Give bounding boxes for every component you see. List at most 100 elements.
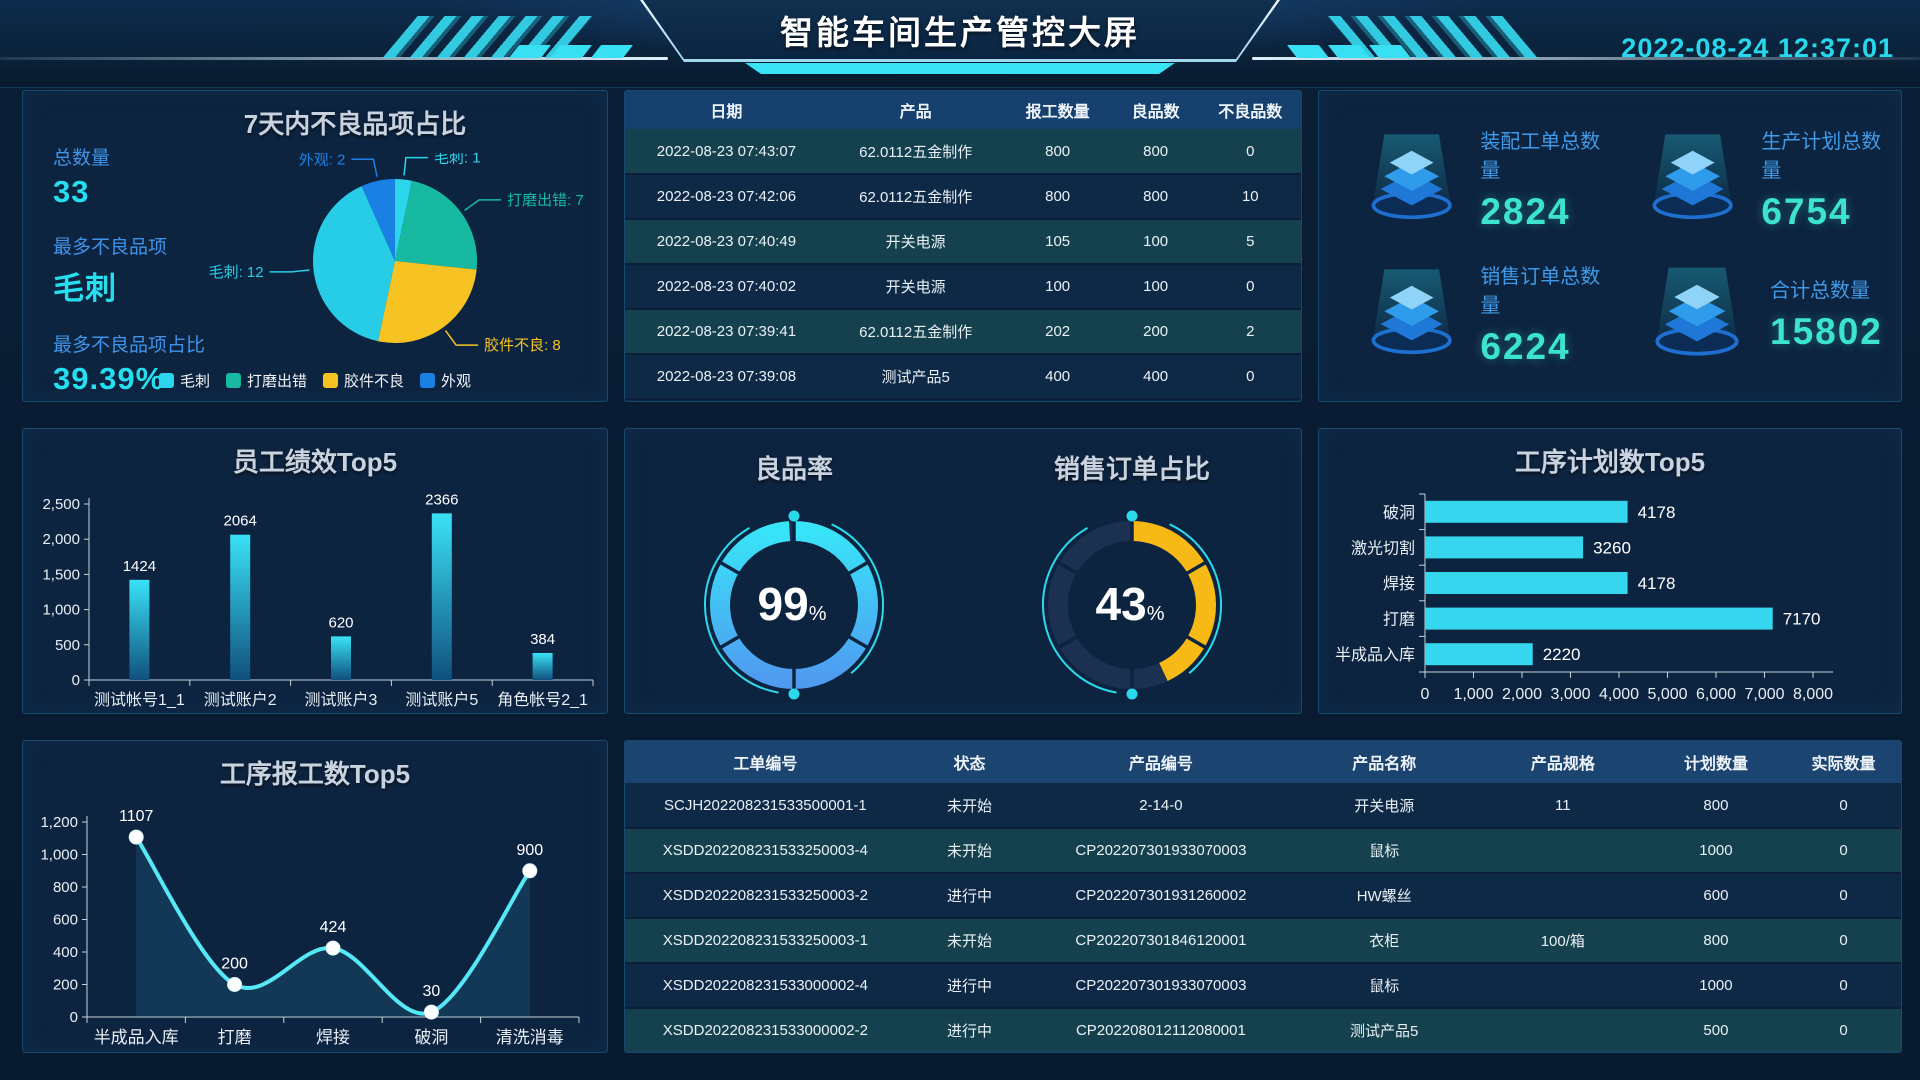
svg-text:800: 800 bbox=[53, 879, 78, 896]
table-cell: 0 bbox=[1786, 963, 1901, 1009]
panel-title-plan: 工序计划数Top5 bbox=[1514, 447, 1706, 477]
svg-text:激光切割: 激光切割 bbox=[1351, 539, 1415, 557]
clock: 2022-08-24 12:37:01 bbox=[1621, 33, 1894, 63]
stat-cards: 装配工单总数量 2824 生产计划总数量 6754 bbox=[1319, 91, 1901, 401]
legend-item: 打磨出错 bbox=[225, 370, 307, 391]
svg-text:600: 600 bbox=[53, 912, 78, 929]
svg-text:6,000: 6,000 bbox=[1696, 686, 1736, 703]
svg-text:外观: 2: 外观: 2 bbox=[299, 153, 346, 168]
process-report-line-chart: 0 200 400 600 800 1,000 1,200 1107 半成品入库 200 打磨 424… bbox=[23, 794, 607, 1052]
page-title: 智能车间生产管控大屏 bbox=[780, 13, 1140, 51]
column-header: 产品 bbox=[827, 91, 1004, 129]
legend-item: 外观 bbox=[420, 370, 471, 391]
layers-icon bbox=[1652, 133, 1733, 219]
table-cell: 2022-08-23 07:42:06 bbox=[625, 174, 828, 220]
column-header: 产品规格 bbox=[1479, 741, 1646, 783]
table-cell: 105 bbox=[1003, 219, 1112, 265]
svg-text:2,000: 2,000 bbox=[42, 531, 80, 548]
header-stripes-right bbox=[1286, 45, 1412, 58]
defect-summary-stats: 总数量 33 最多不良品项 毛刺 最多不良品项占比 39.39% bbox=[53, 143, 243, 401]
table-cell: 进行中 bbox=[905, 873, 1034, 919]
layers-icon bbox=[1655, 267, 1739, 356]
svg-text:1,200: 1,200 bbox=[40, 814, 78, 831]
table-cell: 1000 bbox=[1645, 963, 1787, 1009]
svg-text:0: 0 bbox=[1421, 686, 1430, 703]
table-cell: 500 bbox=[1645, 1008, 1787, 1052]
work-order-table-panel: 工单编号 状态 产品编号 产品名称 产品规格 计划数量 实际数量 SCJH2022082315… bbox=[624, 740, 1902, 1053]
table-cell: 800 bbox=[1003, 129, 1112, 175]
table-cell: 800 bbox=[1003, 174, 1112, 220]
table-cell: 开关电源 bbox=[827, 264, 1004, 310]
gauges-panel: 良品率 99% 销售订单占比 43% bbox=[624, 428, 1302, 714]
table-row: 2022-08-23 07:39:41 62.0112五金制作 202 200 2 bbox=[625, 309, 1301, 355]
table-cell: 0 bbox=[1786, 873, 1901, 919]
table-cell: 开关电源 bbox=[827, 219, 1004, 265]
table-cell: SCJH202208231533500001-1 bbox=[625, 783, 906, 829]
title-frame: 智能车间生产管控大屏 bbox=[640, 0, 1280, 62]
header-stripes-left bbox=[508, 45, 634, 58]
table-cell: 1000 bbox=[1645, 828, 1787, 874]
table-row: 2022-08-23 07:39:08 测试产品5 400 400 0 bbox=[625, 354, 1301, 400]
table-cell: 未开始 bbox=[905, 918, 1034, 964]
svg-text:200: 200 bbox=[53, 977, 78, 994]
svg-text:7,000: 7,000 bbox=[1744, 686, 1784, 703]
table-cell: XSDD202208231533250003-2 bbox=[625, 873, 906, 919]
table-cell: HW螺丝 bbox=[1288, 873, 1480, 919]
table-cell: CP202207301931260002 bbox=[1033, 873, 1289, 919]
table-cell: 2-14-0 bbox=[1033, 783, 1289, 829]
table-cell: 62.0112五金制作 bbox=[827, 309, 1004, 355]
table-row: XSDD202208231533250003-4 未开始 CP20220730193… bbox=[625, 828, 1901, 874]
table-cell: 800 bbox=[1645, 918, 1787, 964]
svg-text:7170: 7170 bbox=[1783, 610, 1821, 629]
svg-text:620: 620 bbox=[328, 614, 353, 631]
table-cell: 0 bbox=[1786, 918, 1901, 964]
svg-text:1424: 1424 bbox=[123, 558, 156, 575]
title-underline-bar bbox=[745, 63, 1175, 74]
table-cell: 0 bbox=[1199, 264, 1301, 310]
svg-text:1107: 1107 bbox=[119, 808, 154, 825]
svg-text:3,000: 3,000 bbox=[1550, 686, 1590, 703]
table-cell: 100/箱 bbox=[1479, 918, 1646, 964]
table-cell: 未开始 bbox=[905, 783, 1034, 829]
column-header: 工单编号 bbox=[625, 741, 906, 783]
svg-text:30: 30 bbox=[423, 983, 441, 1000]
table-cell: 400 bbox=[1111, 354, 1200, 400]
svg-text:测试账户5: 测试账户5 bbox=[405, 691, 478, 709]
table-cell: 0 bbox=[1786, 1008, 1901, 1052]
svg-text:4,000: 4,000 bbox=[1599, 686, 1639, 703]
svg-text:角色帐号2_1: 角色帐号2_1 bbox=[497, 691, 588, 709]
yield-gauge-chart: 99% bbox=[681, 492, 907, 713]
svg-text:测试账户2: 测试账户2 bbox=[204, 691, 277, 709]
svg-text:3260: 3260 bbox=[1593, 538, 1631, 557]
panel-title-defects: 7天内不良品项占比 bbox=[243, 109, 467, 139]
table-cell: CP202207301933070003 bbox=[1033, 963, 1289, 1009]
svg-text:400: 400 bbox=[53, 944, 78, 961]
table-cell: XSDD202208231533000002-4 bbox=[625, 963, 906, 1009]
table-row: 2022-08-23 07:40:49 开关电源 105 100 5 bbox=[625, 219, 1301, 265]
svg-text:8,000: 8,000 bbox=[1793, 686, 1833, 703]
svg-text:破洞: 破洞 bbox=[1383, 504, 1415, 522]
table-cell: XSDD202208231533250003-1 bbox=[625, 918, 906, 964]
svg-text:半成品入库: 半成品入库 bbox=[1335, 646, 1415, 664]
staff-performance-panel: 员工绩效Top5 0 500 1,000 1,500 2,000 2,500 1424 测试帐… bbox=[22, 428, 608, 714]
svg-text:4178: 4178 bbox=[1638, 574, 1676, 593]
table-cell: 10 bbox=[1199, 174, 1301, 220]
svg-text:900: 900 bbox=[516, 842, 543, 859]
table-cell: 鼠标 bbox=[1288, 963, 1480, 1009]
header-line-left bbox=[0, 57, 668, 60]
svg-text:200: 200 bbox=[221, 956, 248, 973]
panel-grid: 7天内不良品项占比 总数量 33 最多不良品项 毛刺 最多不良品项占比 39.3… bbox=[22, 90, 1902, 1053]
header-line-right bbox=[1252, 57, 1920, 60]
work-report-table-panel: 日期 产品 报工数量 良品数 不良品数 2022-08-23 07:43:07 62.011… bbox=[624, 90, 1302, 402]
svg-text:测试账户3: 测试账户3 bbox=[305, 691, 378, 709]
table-cell: 测试产品5 bbox=[1288, 1008, 1480, 1052]
column-header: 报工数量 bbox=[1003, 91, 1112, 129]
table-cell: 600 bbox=[1645, 873, 1787, 919]
table-cell: 测试产品5 bbox=[827, 354, 1004, 400]
column-header: 状态 bbox=[905, 741, 1034, 783]
table-cell: 鼠标 bbox=[1288, 828, 1480, 874]
table-row: 2022-08-23 07:40:02 开关电源 100 100 0 bbox=[625, 264, 1301, 310]
svg-text:焊接: 焊接 bbox=[316, 1028, 350, 1047]
table-cell: 0 bbox=[1786, 783, 1901, 829]
layers-icon bbox=[1371, 268, 1452, 354]
